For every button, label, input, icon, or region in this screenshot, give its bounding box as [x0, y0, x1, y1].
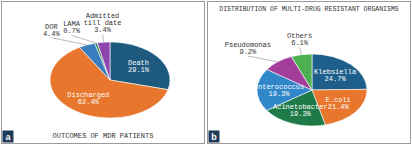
slice-value-label: 3.4% [94, 26, 112, 34]
slice-label: Admittedtill date [84, 12, 122, 27]
panel-letter: a [5, 132, 11, 142]
pie-slice [312, 54, 367, 90]
pie [257, 54, 367, 126]
chart-title: DISTRIBUTION OF MULTI-DRUG RESISTANT ORG… [219, 6, 399, 13]
leader-line [300, 47, 302, 55]
pie-slice [97, 42, 110, 80]
pie-slice [95, 43, 110, 80]
leader-line [248, 56, 278, 62]
slice-value-label: 6.1% [291, 39, 309, 47]
figure: OUTCOMES OF MDR PATIENTSDeath29.1%Discha… [0, 0, 412, 145]
panel: OUTCOMES OF MDR PATIENTSDeath29.1%Discha… [2, 2, 205, 144]
slice-value-label: 19.3% [290, 110, 312, 118]
leader-line [72, 35, 96, 43]
slice-value-label: 21.4% [328, 103, 350, 111]
slice-value-label: 4.4% [43, 30, 61, 38]
leader-line [103, 34, 104, 42]
panel-letter-box [209, 131, 220, 143]
panel-frame [208, 2, 411, 144]
panel: DISTRIBUTION OF MULTI-DRUG RESISTANT ORG… [208, 2, 411, 144]
slice-value-label: 19.3% [268, 90, 290, 98]
slice-value-label: 24.7% [325, 75, 347, 83]
slice-value-label: 9.2% [239, 48, 257, 56]
chart-title: OUTCOMES OF MDR PATIENTS [53, 132, 154, 140]
leader-line [51, 38, 86, 45]
pie [50, 42, 170, 118]
panel-letter: b [211, 132, 217, 142]
panel-frame [2, 2, 205, 144]
panel-letter-box [3, 131, 14, 143]
slice-value-label: 0.7% [63, 27, 81, 35]
slice-value-label: 29.1% [128, 66, 150, 74]
slice-value-label: 62.4% [78, 98, 100, 106]
